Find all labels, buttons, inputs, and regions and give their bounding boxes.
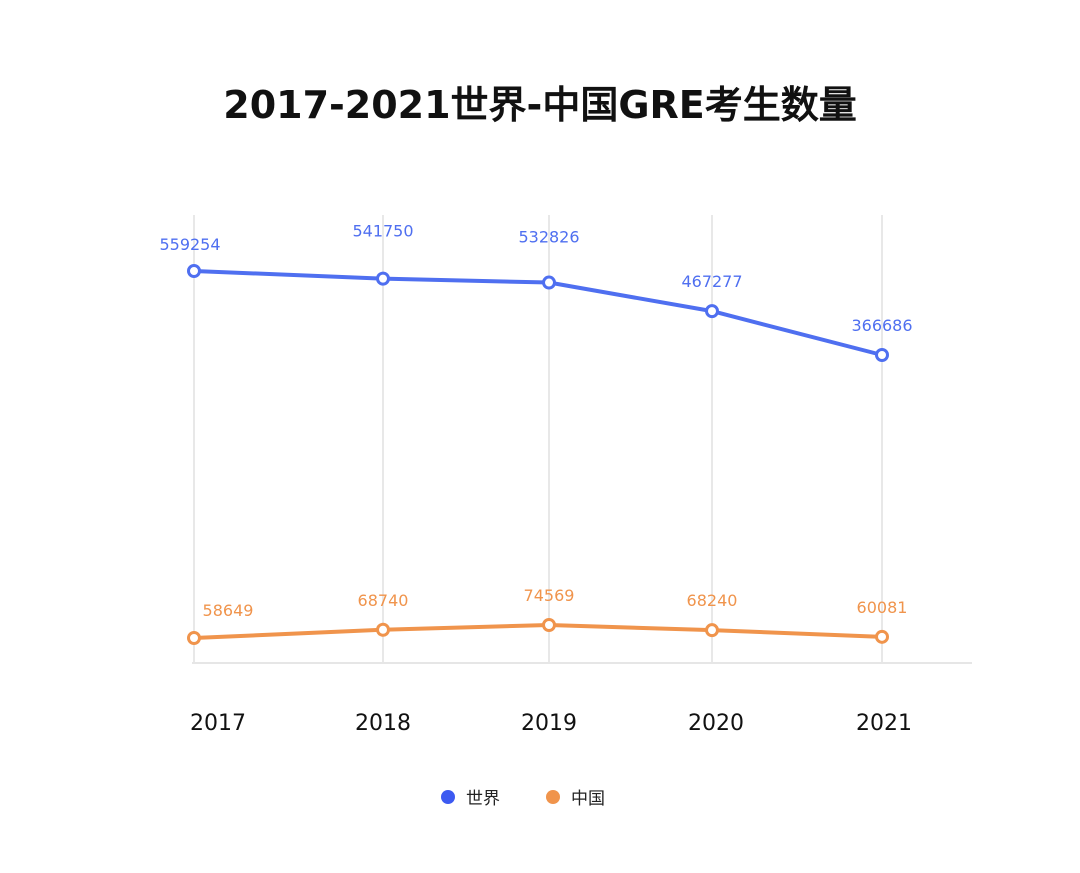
legend-marker bbox=[546, 790, 560, 804]
series-line bbox=[193, 623, 883, 640]
chart-title: 2017-2021世界-中国GRE考生数量 bbox=[223, 83, 856, 127]
data-point bbox=[187, 631, 201, 645]
data-label: 68740 bbox=[358, 591, 409, 610]
grid bbox=[192, 215, 972, 664]
series-world: 559254 541750 532826 467277 366686 bbox=[159, 222, 913, 362]
x-tick-label: 2018 bbox=[355, 711, 411, 736]
x-axis: 2017 2018 2019 2020 2021 bbox=[190, 711, 912, 736]
data-label: 366686 bbox=[851, 316, 912, 335]
data-point bbox=[542, 618, 556, 632]
data-label: 559254 bbox=[159, 235, 220, 254]
data-label: 74569 bbox=[524, 586, 575, 605]
legend: 世界 中国 bbox=[441, 789, 605, 809]
legend-item-world[interactable]: 世界 bbox=[441, 789, 500, 809]
series-line bbox=[193, 269, 883, 357]
data-point bbox=[705, 304, 719, 319]
data-label: 58649 bbox=[203, 601, 254, 620]
legend-label: 中国 bbox=[571, 789, 605, 809]
legend-label: 世界 bbox=[466, 789, 500, 809]
data-label: 68240 bbox=[687, 591, 738, 610]
data-label: 467277 bbox=[681, 272, 742, 291]
series-china: 58649 68740 74569 68240 60081 bbox=[187, 586, 908, 645]
x-tick-label: 2019 bbox=[521, 711, 577, 736]
legend-marker bbox=[441, 790, 455, 804]
x-tick-label: 2017 bbox=[190, 711, 246, 736]
data-point bbox=[376, 271, 390, 286]
data-point bbox=[542, 275, 556, 290]
data-point bbox=[705, 623, 719, 638]
data-label: 541750 bbox=[352, 222, 413, 241]
data-point bbox=[875, 348, 889, 362]
data-point bbox=[376, 622, 390, 637]
x-tick-label: 2021 bbox=[856, 711, 912, 736]
legend-item-china[interactable]: 中国 bbox=[546, 789, 605, 809]
data-point bbox=[187, 264, 201, 278]
x-tick-label: 2020 bbox=[688, 711, 744, 736]
data-point bbox=[875, 629, 889, 644]
data-label: 532826 bbox=[518, 228, 579, 247]
data-label: 60081 bbox=[857, 598, 908, 617]
series-group: 559254 541750 532826 467277 366686 58649 68740… bbox=[159, 222, 913, 645]
